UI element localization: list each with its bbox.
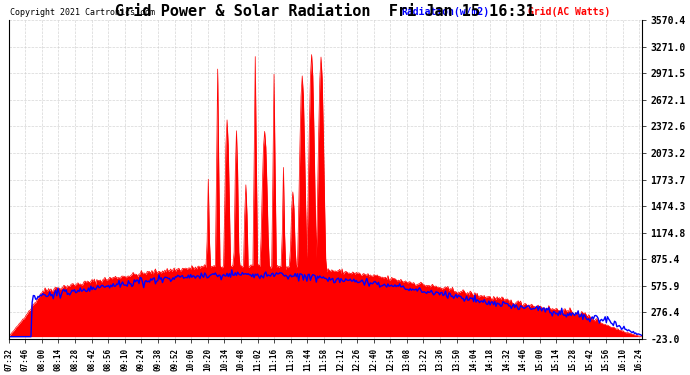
- Text: Copyright 2021 Cartronics.com: Copyright 2021 Cartronics.com: [10, 8, 155, 17]
- Title: Grid Power & Solar Radiation  Fri Jan 15 16:31: Grid Power & Solar Radiation Fri Jan 15 …: [115, 4, 535, 19]
- Text: Radiation(w/m2): Radiation(w/m2): [401, 7, 489, 17]
- Text: Grid(AC Watts): Grid(AC Watts): [528, 7, 610, 17]
